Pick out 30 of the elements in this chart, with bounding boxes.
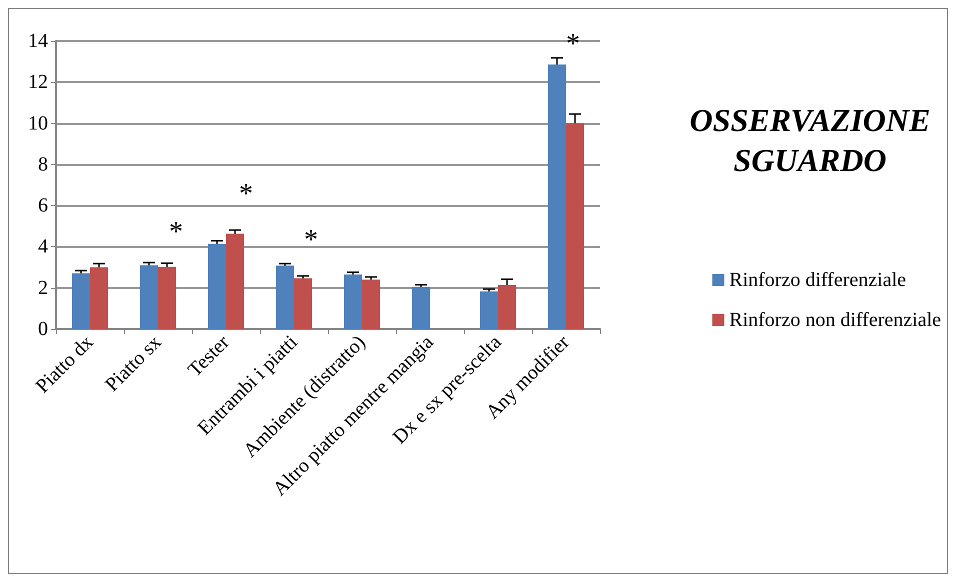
annotation: *	[566, 28, 580, 60]
annotation: *	[304, 224, 318, 256]
bar	[480, 291, 498, 329]
y-tick-label: 4	[38, 236, 48, 258]
legend-label: Rinforzo differenziale	[729, 269, 906, 291]
bar	[362, 280, 380, 329]
bar	[294, 278, 312, 329]
annotation: *	[239, 178, 253, 210]
bar	[226, 234, 244, 329]
bar	[344, 274, 362, 329]
y-tick-label: 14	[28, 30, 48, 52]
bar	[208, 244, 226, 329]
bar	[498, 284, 516, 329]
y-tick-label: 8	[38, 153, 48, 176]
y-tick-label: 2	[38, 276, 48, 299]
bar	[276, 266, 294, 329]
y-tick-label: 10	[28, 112, 48, 134]
bar	[412, 286, 430, 329]
y-tick-label: 0	[38, 318, 48, 340]
legend-label: Rinforzo non differenziale	[729, 309, 942, 331]
bar	[140, 265, 158, 329]
bar	[158, 266, 176, 329]
bar	[548, 64, 566, 329]
y-tick-label: 6	[38, 194, 48, 217]
annotation: *	[169, 216, 183, 248]
bar	[90, 267, 108, 329]
text: OSSERVAZIONE SGUARDO	[690, 102, 930, 178]
bar	[566, 123, 584, 329]
y-tick-label: 12	[28, 71, 48, 94]
bar	[72, 273, 90, 329]
